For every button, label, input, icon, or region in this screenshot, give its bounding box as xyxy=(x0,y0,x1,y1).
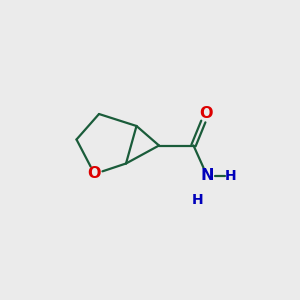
Text: O: O xyxy=(88,167,101,182)
Text: N: N xyxy=(200,168,214,183)
Text: H: H xyxy=(225,169,237,182)
Text: O: O xyxy=(200,106,213,122)
Text: H: H xyxy=(192,193,204,206)
